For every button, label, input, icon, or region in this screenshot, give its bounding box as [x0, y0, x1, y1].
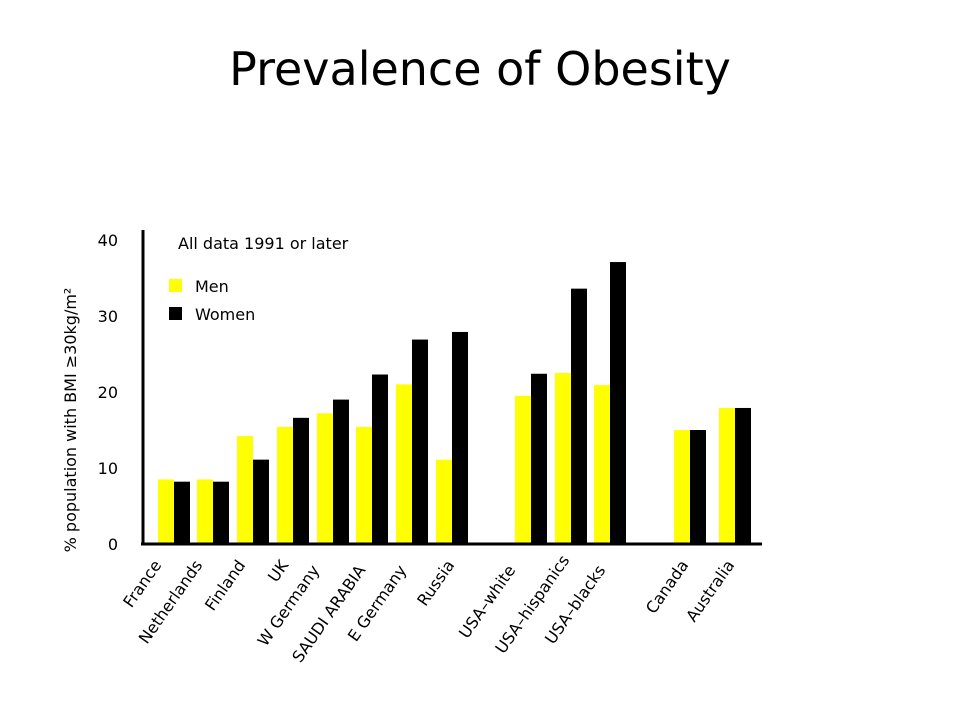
bar-women-usa-blacks	[610, 262, 626, 544]
axes-group	[141, 230, 762, 546]
bar-men-france	[158, 479, 174, 544]
bar-men-finland	[237, 436, 253, 544]
x-tick-label-russia: Russia	[413, 556, 458, 609]
annotation-note: All data 1991 or later	[178, 234, 349, 253]
bar-women-uk	[293, 417, 309, 544]
bar-women-usa-white	[531, 373, 547, 544]
legend-men-label: Men	[195, 277, 229, 296]
bar-men-australia	[719, 407, 735, 544]
bar-men-russia	[436, 459, 452, 544]
bar-men-usa-white	[515, 395, 531, 544]
bar-women-saudi-arabia	[372, 374, 388, 544]
y-tick-label: 0	[108, 535, 118, 554]
legend-men-swatch	[169, 279, 182, 292]
bar-men-usa-blacks	[594, 385, 610, 544]
bar-men-saudi-arabia	[356, 426, 372, 544]
y-tick-labels: 0 10 20 30 40	[98, 231, 118, 554]
y-tick-label: 20	[98, 383, 118, 402]
legend-women-label: Women	[195, 305, 255, 324]
bars-group	[158, 262, 751, 544]
bar-women-w-germany	[333, 399, 349, 544]
bar-women-netherlands	[213, 481, 229, 544]
chart-title: Prevalence of Obesity	[229, 42, 731, 96]
y-tick-label: 40	[98, 231, 118, 250]
bar-men-w-germany	[317, 413, 333, 544]
y-tick-label: 10	[98, 459, 118, 478]
bar-women-e-germany	[412, 339, 428, 544]
y-tick-label: 30	[98, 307, 118, 326]
legend: Men Women	[169, 277, 255, 324]
bar-men-uk	[277, 426, 293, 544]
x-tick-label-canada: Canada	[642, 556, 692, 617]
bar-men-usa-hispanics	[555, 373, 571, 544]
bar-women-canada	[690, 430, 706, 544]
x-tick-label-finland: Finland	[201, 556, 249, 614]
bar-men-netherlands	[197, 479, 213, 544]
bar-women-russia	[452, 331, 468, 544]
x-tick-label-uk: UK	[264, 556, 293, 586]
legend-women-swatch	[169, 307, 182, 320]
bar-women-france	[174, 481, 190, 544]
bar-men-canada	[674, 430, 690, 544]
bar-women-finland	[253, 459, 269, 544]
y-axis-label: % population with BMI ≥30kg/m²	[61, 288, 80, 553]
bar-women-usa-hispanics	[571, 288, 587, 544]
bar-women-australia	[735, 407, 751, 544]
bar-men-e-germany	[396, 384, 412, 544]
